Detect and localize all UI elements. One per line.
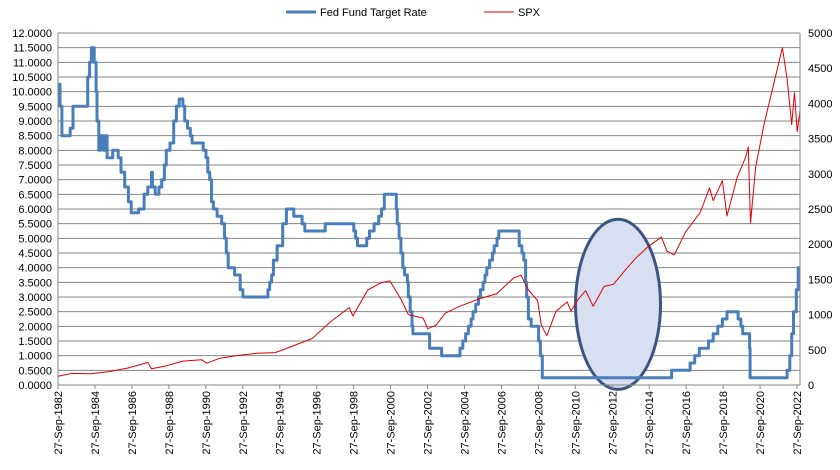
x-tick-label: 27-Sep-2000 [386,391,398,455]
y-left-tick-label: 2.5000 [18,307,52,319]
x-tick-label: 27-Sep-2022 [792,391,804,455]
y-left-tick-label: 7.0000 [18,175,52,187]
y-left-tick-label: 4.0000 [18,263,52,275]
x-tick-label: 27-Sep-2002 [423,391,435,455]
x-tick-labels: 27-Sep-1982 27-Sep-1984 27-Sep-1986 27-Sep-… [53,391,804,455]
y-right-tick-label: 2500 [808,204,832,216]
y-left-tick-label: 1.5000 [18,336,52,348]
legend-label-fed: Fed Fund Target Rate [320,7,427,19]
x-tick-label: 27-Sep-2012 [607,391,619,455]
y-left-tick-label: 3.0000 [18,292,52,304]
y-right-tick-label: 500 [808,345,826,357]
y-left-tick-label: 0.5000 [18,365,52,377]
y-left-tick-labels: 0.0000 0.5000 1.0000 1.5000 2.0000 2.5000 3.00… [12,28,52,392]
x-tick-label: 27-Sep-2006 [496,391,508,455]
y-left-tick-label: 5.5000 [18,219,52,231]
y-left-tick-label: 10.5000 [12,72,52,84]
y-right-tick-label: 0 [808,380,814,392]
y-left-tick-label: 9.0000 [18,116,52,128]
y-left-tick-label: 2.0000 [18,321,52,333]
x-tick-label: 27-Sep-1998 [349,391,361,455]
y-left-tick-label: 3.5000 [18,277,52,289]
legend: Fed Fund Target Rate SPX [286,7,541,19]
y-left-tick-label: 6.5000 [18,189,52,201]
gridlines [58,32,800,386]
x-tick-label: 27-Sep-2020 [755,391,767,455]
y-right-tick-label: 1000 [808,310,832,322]
x-tick-label: 27-Sep-1994 [275,391,287,455]
y-left-tick-label: 4.5000 [18,248,52,260]
x-tick-label: 27-Sep-1984 [90,391,102,455]
x-tick-label: 27-Sep-1996 [312,391,324,455]
legend-label-spx: SPX [518,7,541,19]
y-right-tick-label: 5000 [808,28,832,40]
x-tick-label: 27-Sep-2004 [459,391,471,455]
x-tick-label: 27-Sep-1982 [53,391,65,455]
y-left-tick-label: 1.0000 [18,351,52,363]
y-left-tick-label: 11.5000 [13,43,52,55]
y-right-tick-label: 4000 [808,98,832,110]
x-tick-label: 27-Sep-1988 [164,391,176,455]
y-left-tick-label: 8.5000 [18,131,52,143]
y-left-tick-label: 9.5000 [18,101,52,113]
x-tick-label: 27-Sep-1986 [127,391,139,455]
y-left-tick-label: 12.0000 [12,28,52,40]
y-left-tick-label: 7.5000 [18,160,52,172]
y-right-tick-label: 1500 [808,274,832,286]
spx-line [57,47,801,377]
y-left-tick-label: 8.0000 [18,145,52,157]
fed-fund-rate-line [58,46,800,380]
x-tick-label: 27-Sep-1992 [238,391,250,455]
highlight-ellipse [574,217,663,391]
y-left-tick-label: 0.0000 [18,380,52,392]
y-right-tick-label: 4500 [808,63,832,75]
y-left-tick-label: 5.0000 [18,233,52,245]
x-tick-label: 27-Sep-2018 [718,391,730,455]
y-right-tick-label: 3000 [808,169,832,181]
x-tick-label: 27-Sep-2014 [644,391,656,455]
y-left-tick-label: 11.0000 [13,57,52,69]
x-tick-label: 27-Sep-2010 [570,391,582,455]
x-tick-label: 27-Sep-2016 [681,391,693,455]
series-lines [57,46,801,380]
annotations [574,217,663,391]
x-tick-label: 27-Sep-2008 [533,391,545,455]
y-right-tick-labels: 0 500 1000 1500 2000 2500 3000 3500 4000 4500 5000 [808,28,832,392]
y-left-tick-label: 10.0000 [12,87,52,99]
y-right-tick-label: 3500 [808,134,832,146]
y-left-tick-label: 6.0000 [18,204,52,216]
axes [57,33,801,389]
x-tick-label: 27-Sep-1990 [201,391,213,455]
y-right-tick-label: 2000 [808,239,832,251]
